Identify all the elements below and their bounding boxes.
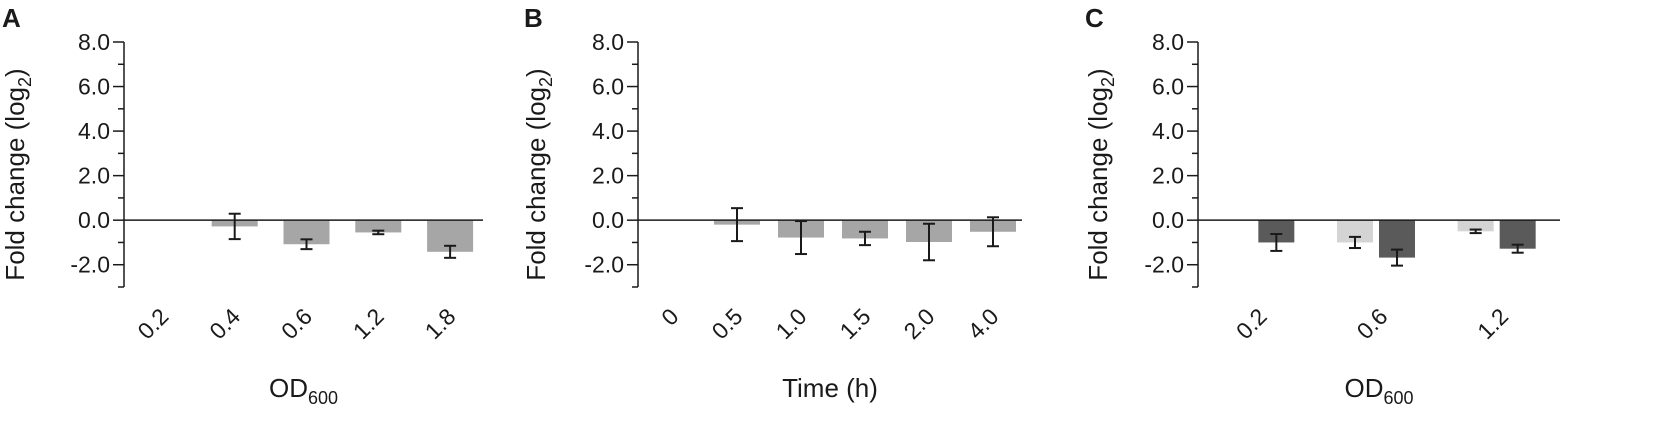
y-tick-label: 4.0 xyxy=(592,118,624,144)
bar xyxy=(1258,220,1295,243)
chart-panel-c: C -2.0 0.0 2.0 4.0 6.0 8.0 Fold change (log2) 0.… xyxy=(1083,3,1560,408)
x-tick-label: 1.2 xyxy=(1472,303,1513,344)
y-tick-label: -2.0 xyxy=(1144,252,1184,278)
x-tick-label: 0 xyxy=(656,303,683,330)
x-tick-label: 2.0 xyxy=(899,303,940,344)
y-tick-label: -2.0 xyxy=(70,252,110,278)
panel-letter: C xyxy=(1085,3,1104,33)
x-axis-label: Time (h) xyxy=(782,373,878,403)
y-axis-label: Fold change (log2) xyxy=(521,68,556,280)
x-tick-label: 4.0 xyxy=(963,303,1004,344)
bar xyxy=(842,220,888,239)
bar xyxy=(1337,220,1373,243)
x-tick-label: 0.6 xyxy=(276,303,317,344)
y-axis-label: Fold change (log2) xyxy=(1083,68,1118,280)
y-tick-label: 8.0 xyxy=(592,29,624,55)
y-tick-label: 4.0 xyxy=(78,118,110,144)
x-tick-label: 0.4 xyxy=(204,303,245,344)
x-tick-label: 0.5 xyxy=(707,303,748,344)
x-tick-label: 1.2 xyxy=(348,303,389,344)
chart-panel-a: A -2.0 0.0 2.0 4.0 6.0 8.0 Fold change (log2) 0.… xyxy=(0,3,483,408)
chart-panel-b: B -2.0 0.0 2.0 4.0 6.0 8.0 Fold change (log2) 0 0… xyxy=(521,3,1022,403)
bar xyxy=(355,220,402,233)
bar xyxy=(1457,220,1494,232)
x-tick-label: 0.2 xyxy=(132,303,173,344)
x-axis-label: OD600 xyxy=(269,373,338,408)
y-tick-label: 0.0 xyxy=(78,207,110,233)
y-tick-label: 2.0 xyxy=(78,163,110,189)
y-tick-label: 4.0 xyxy=(1152,118,1184,144)
panel-letter: B xyxy=(524,3,543,33)
x-tick-label: 1.8 xyxy=(420,303,461,344)
x-axis-label: OD600 xyxy=(1344,373,1413,408)
y-tick-label: 2.0 xyxy=(1152,163,1184,189)
y-tick-label: -2.0 xyxy=(584,252,624,278)
y-tick-label: 2.0 xyxy=(592,163,624,189)
y-axis-label: Fold change (log2) xyxy=(0,68,35,280)
y-tick-label: 6.0 xyxy=(78,74,110,100)
y-tick-label: 8.0 xyxy=(78,29,110,55)
y-tick-label: 0.0 xyxy=(592,207,624,233)
y-tick-label: 6.0 xyxy=(1152,74,1184,100)
x-tick-label: 1.5 xyxy=(835,303,876,344)
x-tick-label: 1.0 xyxy=(771,303,812,344)
x-tick-label: 0.6 xyxy=(1352,303,1393,344)
x-tick-label: 0.2 xyxy=(1231,303,1272,344)
panel-letter: A xyxy=(2,3,21,33)
y-tick-label: 8.0 xyxy=(1152,29,1184,55)
y-tick-label: 6.0 xyxy=(592,74,624,100)
y-tick-label: 0.0 xyxy=(1152,207,1184,233)
